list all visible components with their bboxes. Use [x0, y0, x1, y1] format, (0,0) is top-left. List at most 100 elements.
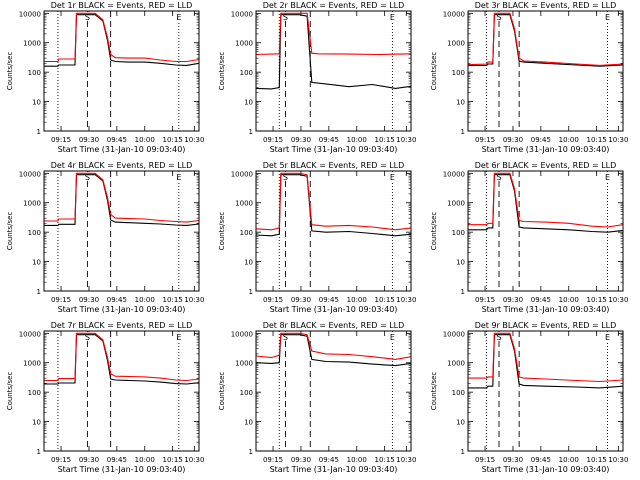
series-line-events: [468, 174, 623, 233]
y-tick-label: 1: [249, 288, 253, 296]
series-line-events: [468, 334, 623, 389]
y-tick-label: 1: [249, 128, 253, 136]
x-tick-label: 09:30: [291, 136, 311, 144]
series-line-lld: [256, 332, 411, 360]
x-tick-label: 10:00: [135, 456, 155, 464]
x-tick-label: 09:30: [503, 136, 523, 144]
series-line-lld: [468, 172, 623, 228]
y-tick-label: 1000: [447, 360, 465, 368]
y-tick-label: 1000: [447, 200, 465, 208]
y-tick-label: 1000: [235, 200, 253, 208]
x-tick-label: 10:15: [587, 456, 607, 464]
marker-label: E: [605, 173, 610, 182]
y-tick-label: 10: [244, 259, 253, 267]
panel-5: Det 5r BLACK = Events, RED = LLD Counts/s…: [218, 161, 416, 314]
y-axis-label: Counts/sec: [218, 52, 226, 91]
x-tick-label: 09:45: [531, 296, 551, 304]
x-tick-label: 09:45: [531, 456, 551, 464]
marker-label: E: [176, 333, 181, 342]
marker-label-bg: [281, 332, 289, 341]
y-axis-label: Counts/sec: [218, 212, 226, 251]
x-tick-label: 10:00: [347, 456, 367, 464]
y-tick-label: 1: [461, 288, 465, 296]
x-axis-label: Start Time (31-Jan-10 09:03:40): [58, 465, 186, 474]
chart-title: Det 1r BLACK = Events, RED = LLD: [51, 1, 193, 10]
x-tick-label: 10:00: [135, 136, 155, 144]
y-axis-label: Counts/sec: [6, 52, 14, 91]
x-tick-label: 09:15: [475, 136, 495, 144]
chart-title: Det 6r BLACK = Events, RED = LLD: [475, 161, 617, 170]
y-tick-label: 10000: [19, 330, 41, 338]
chart-title: Det 8r BLACK = Events, RED = LLD: [263, 321, 405, 330]
y-axis-label: Counts/sec: [6, 212, 14, 251]
marker-label-bg: [604, 172, 611, 181]
x-tick-label: 09:15: [475, 456, 495, 464]
marker-label: E: [390, 13, 395, 22]
y-tick-label: 1: [249, 448, 253, 456]
series-line-lld: [468, 12, 623, 66]
series-line-lld: [256, 12, 411, 56]
y-tick-label: 10: [456, 99, 465, 107]
x-tick-label: 10:30: [396, 136, 416, 144]
x-tick-label: 10:00: [559, 136, 579, 144]
x-tick-label: 09:45: [319, 456, 339, 464]
y-tick-label: 10000: [19, 10, 41, 18]
x-tick-label: 09:45: [531, 136, 551, 144]
x-tick-label: 09:15: [51, 456, 71, 464]
x-tick-label: 10:00: [347, 296, 367, 304]
y-axis-label: Counts/sec: [218, 372, 226, 411]
x-axis-label: Start Time (31-Jan-10 09:03:40): [58, 145, 186, 154]
chart-title: Det 2r BLACK = Events, RED = LLD: [263, 1, 405, 10]
chart-title: Det 7r BLACK = Events, RED = LLD: [51, 321, 193, 330]
x-tick-label: 10:30: [396, 456, 416, 464]
y-tick-label: 1: [37, 288, 41, 296]
panel-7: Det 7r BLACK = Events, RED = LLD Counts/s…: [6, 321, 204, 474]
x-tick-label: 10:30: [396, 296, 416, 304]
y-tick-label: 10: [456, 419, 465, 427]
chart-title: Det 9r BLACK = Events, RED = LLD: [475, 321, 617, 330]
chart-title: Det 5r BLACK = Events, RED = LLD: [263, 161, 405, 170]
series-line-lld: [44, 12, 199, 63]
plot-frame: [467, 330, 624, 452]
y-tick-label: 10000: [443, 10, 465, 18]
series-group: [468, 12, 623, 67]
x-tick-label: 09:45: [107, 296, 127, 304]
x-tick-label: 10:00: [135, 296, 155, 304]
plot-frame: [43, 10, 200, 132]
y-tick-label: 10: [456, 259, 465, 267]
plot-frame: [43, 170, 200, 292]
series-line-events: [256, 334, 411, 367]
y-tick-label: 100: [240, 229, 253, 237]
y-tick-label: 1: [461, 448, 465, 456]
x-tick-label: 09:30: [79, 136, 99, 144]
x-axis-label: Start Time (31-Jan-10 09:03:40): [482, 145, 610, 154]
plot-frame: [255, 330, 412, 452]
marker-label: E: [605, 333, 610, 342]
x-tick-label: 09:30: [503, 456, 523, 464]
marker-label-bg: [604, 12, 611, 21]
x-tick-label: 09:15: [263, 296, 283, 304]
y-tick-label: 100: [28, 69, 41, 77]
x-tick-label: 09:15: [51, 296, 71, 304]
x-tick-label: 09:15: [51, 136, 71, 144]
plot-frame: [255, 170, 412, 292]
x-axis-label: Start Time (31-Jan-10 09:03:40): [482, 465, 610, 474]
y-tick-label: 10000: [231, 330, 253, 338]
y-tick-label: 10: [32, 259, 41, 267]
y-tick-label: 100: [28, 389, 41, 397]
y-tick-label: 10: [32, 419, 41, 427]
plot-frame: [467, 170, 624, 292]
marker-label-bg: [604, 332, 611, 341]
marker-label-bg: [495, 12, 503, 21]
series-line-lld: [256, 172, 411, 231]
x-tick-label: 09:30: [79, 296, 99, 304]
panel-6: Det 6r BLACK = Events, RED = LLD Counts/s…: [430, 161, 628, 314]
x-tick-label: 10:15: [587, 296, 607, 304]
y-tick-label: 1: [37, 448, 41, 456]
marker-label: S: [496, 333, 501, 342]
x-tick-label: 09:45: [319, 296, 339, 304]
x-axis-label: Start Time (31-Jan-10 09:03:40): [482, 305, 610, 314]
marker-label: E: [390, 173, 395, 182]
y-tick-label: 100: [240, 389, 253, 397]
x-tick-label: 09:30: [503, 296, 523, 304]
